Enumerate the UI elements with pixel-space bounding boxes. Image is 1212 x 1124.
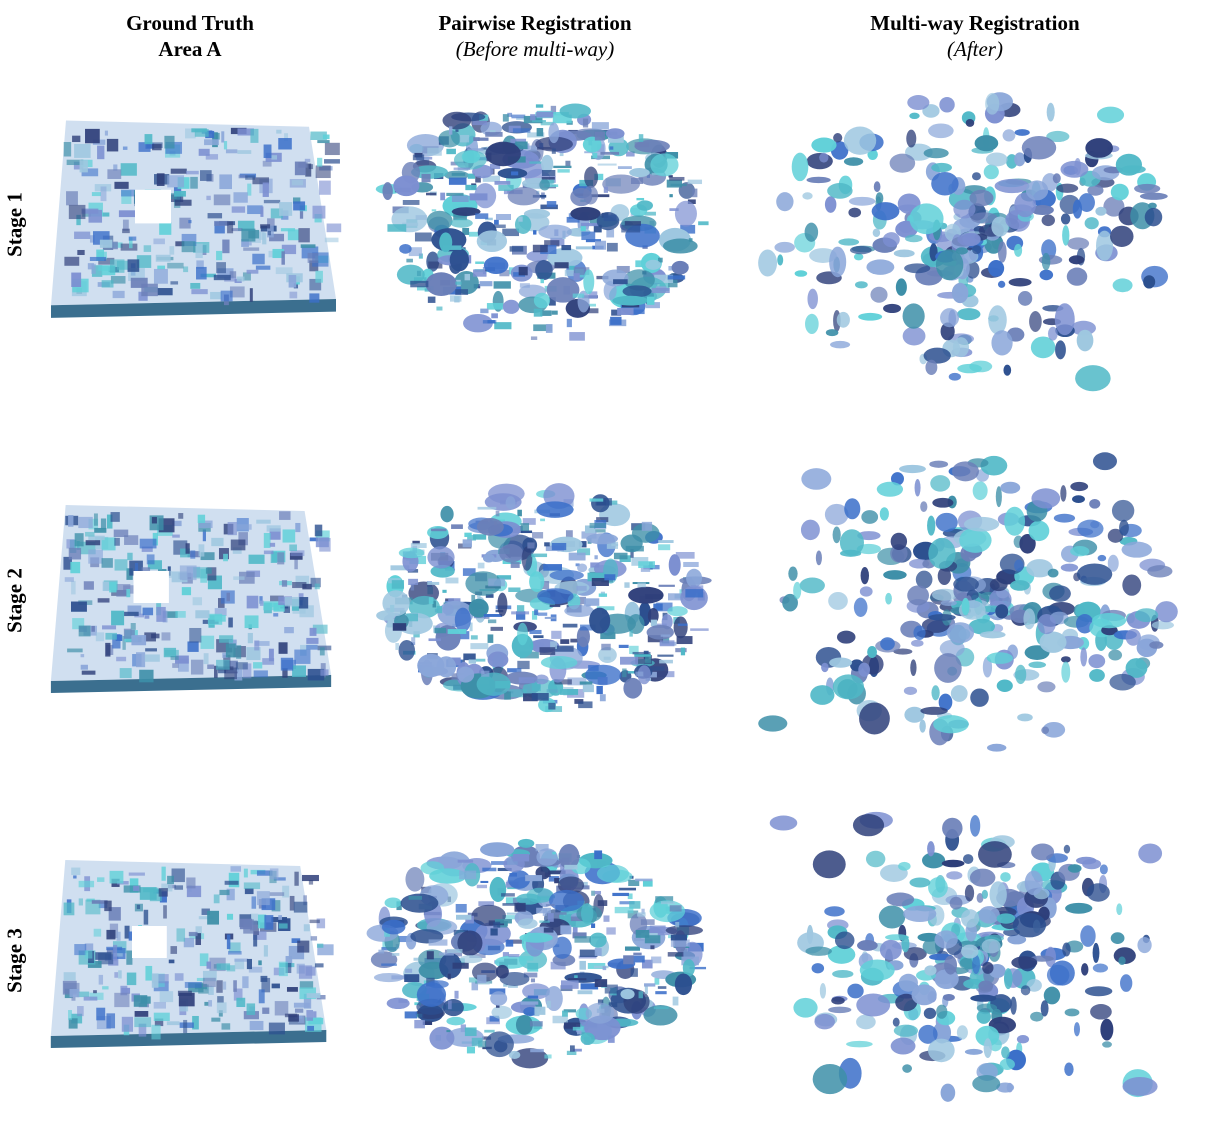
pairwise-stage-3-image: [355, 820, 715, 1080]
ground-truth-stage-1-image: [45, 110, 345, 320]
column-title: Pairwise Registration: [438, 11, 632, 35]
column-subtitle: (After): [947, 37, 1003, 61]
column-subtitle: Area A: [158, 37, 222, 61]
column-title: Multi-way Registration: [870, 11, 1080, 35]
column-header-pairwise: Pairwise Registration (Before multi-way): [400, 10, 670, 62]
multiway-stage-3-image: [765, 800, 1185, 1120]
multiway-stage-2-image: [745, 430, 1205, 780]
ground-truth-stage-3-image: [45, 850, 335, 1050]
row-label-stage-2: Stage 2: [2, 568, 27, 633]
column-title: Ground Truth: [126, 11, 254, 35]
pairwise-stage-1-image: [360, 80, 720, 360]
row-label-stage-1: Stage 1: [2, 192, 27, 257]
ground-truth-stage-2-image: [45, 495, 340, 695]
column-header-multiway: Multi-way Registration (After): [840, 10, 1110, 62]
row-label-stage-3: Stage 3: [2, 928, 27, 993]
column-header-ground-truth: Ground Truth Area A: [95, 10, 285, 62]
pairwise-stage-2-image: [360, 470, 720, 730]
column-subtitle: (Before multi-way): [455, 37, 615, 61]
multiway-stage-1-image: [735, 70, 1205, 410]
